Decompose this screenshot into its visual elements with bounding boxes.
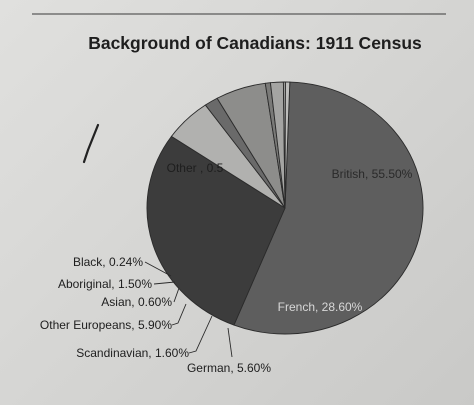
- slice-label-aboriginal: Aboriginal, 1.50%: [58, 277, 152, 291]
- leader-line-german: [227, 327, 233, 358]
- slice-label-german: German, 5.60%: [187, 361, 271, 375]
- slice-label-british: British, 55.50%: [332, 167, 413, 181]
- slice-label-scandinavian: Scandinavian, 1.60%: [76, 346, 189, 360]
- pie-slice-british: [233, 81, 424, 335]
- pie-slices: [146, 81, 424, 335]
- chart-title: Background of Canadians: 1911 Census: [88, 33, 422, 53]
- leader-line-scandinavian: [188, 315, 213, 354]
- slice-label-black: Black, 0.24%: [73, 255, 143, 269]
- pie-slice-other: [284, 81, 291, 209]
- leader-line-other-europeans: [171, 303, 187, 326]
- slice-label-asian: Asian, 0.60%: [101, 295, 172, 309]
- pie-slice-french: [146, 135, 286, 326]
- leader-line-black: [144, 261, 172, 277]
- slice-label-other: Other , 0.5: [167, 161, 224, 175]
- slice-label-french: French, 28.60%: [278, 300, 363, 314]
- leader-line-aboriginal: [153, 281, 176, 285]
- leader-line-asian: [173, 287, 180, 303]
- pen-mark: [82, 123, 100, 164]
- slice-labels: British, 55.50% French, 28.60% German, 5.6…: [40, 161, 413, 375]
- slice-label-other-europeans: Other Europeans, 5.90%: [40, 318, 172, 332]
- leader-lines: [144, 261, 233, 358]
